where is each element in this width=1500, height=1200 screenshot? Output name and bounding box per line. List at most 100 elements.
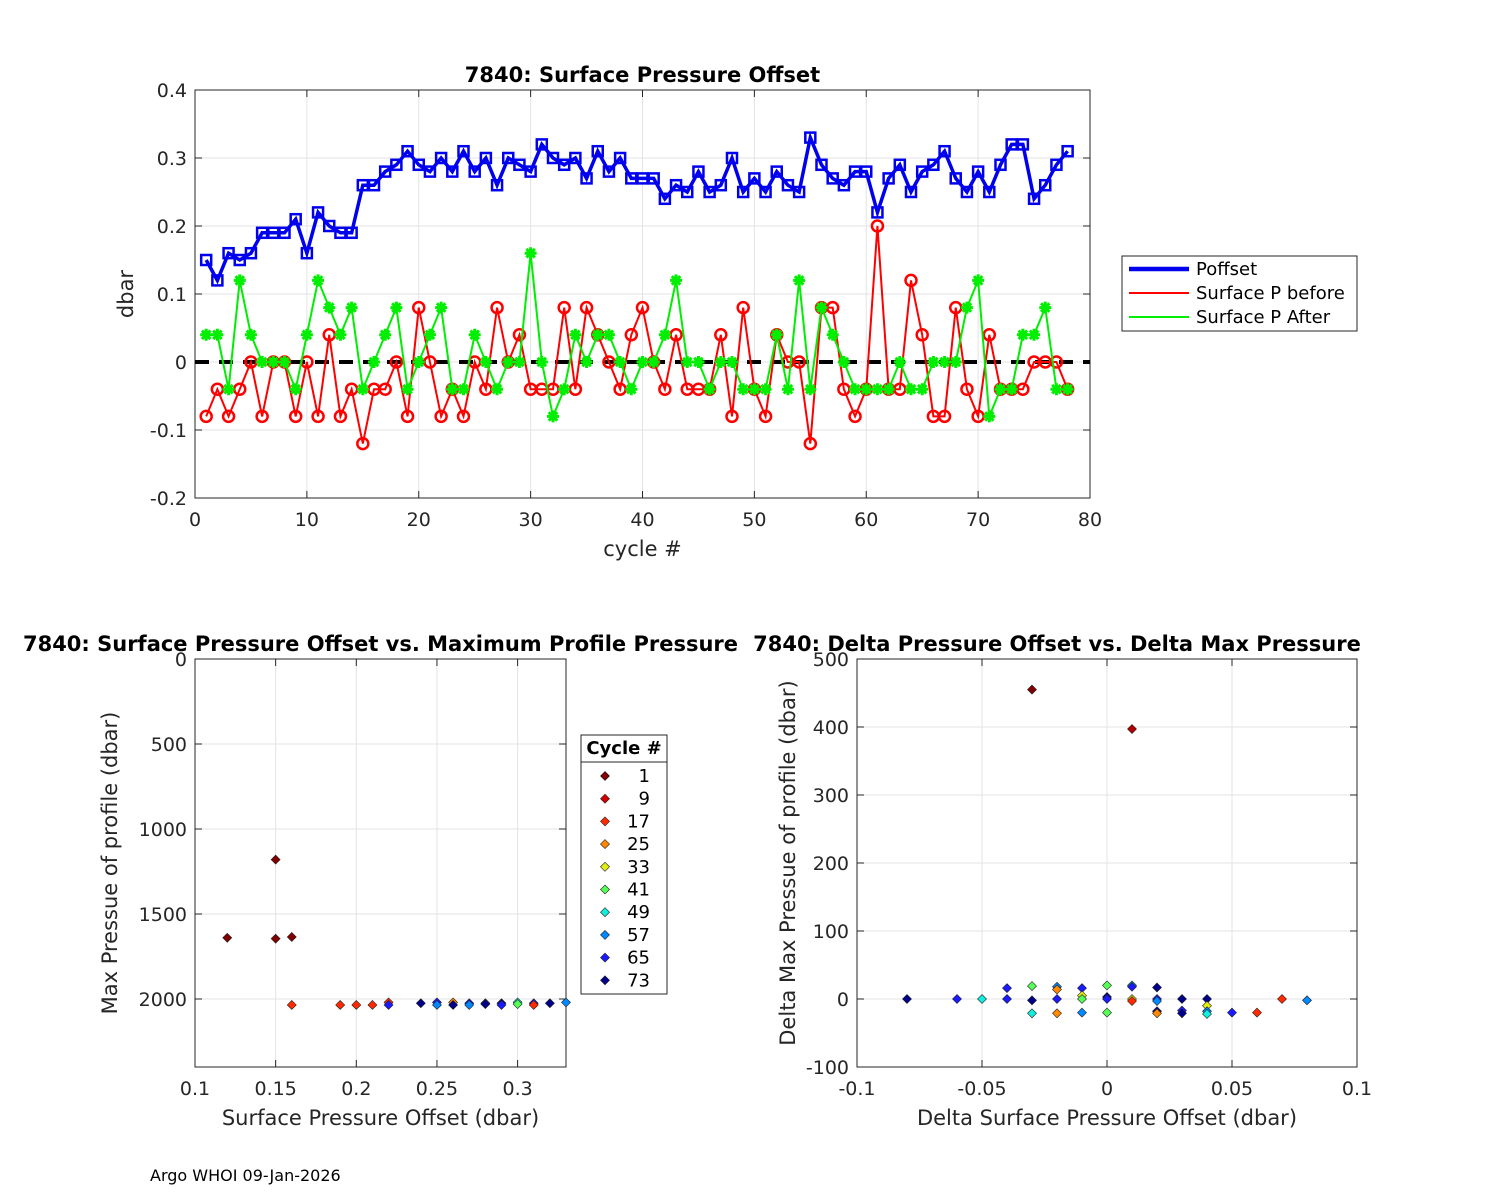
chart1-point-after — [770, 328, 783, 341]
chart1-xtick-label: 30 — [519, 509, 543, 531]
chart2-data-point — [222, 932, 233, 943]
chart1-point-before — [311, 409, 325, 424]
chart2-legend-marker — [600, 861, 610, 872]
chart1-point-poffset — [423, 165, 437, 178]
chart3-data-point — [1027, 995, 1037, 1006]
chart2-data-point — [448, 1000, 459, 1010]
chart3-xtick-label: 0.1 — [1342, 1078, 1372, 1100]
chart1-point-before — [725, 409, 739, 424]
chart1-point-after — [837, 356, 850, 368]
chart2-legend-label: 73 — [627, 970, 650, 991]
chart3-xtick-label: 0.05 — [1211, 1078, 1253, 1100]
chart1-xtick-label: 80 — [1078, 509, 1102, 531]
chart1-point-after — [893, 356, 906, 368]
chart1-point-after — [412, 356, 425, 368]
chart1-point-after — [815, 301, 828, 314]
chart2-legend-marker — [600, 907, 610, 918]
chart1-point-poffset — [1039, 178, 1052, 192]
chart3-ytick-label: 500 — [813, 649, 849, 671]
chart2-xtick-label: 0.1 — [180, 1078, 210, 1100]
chart1-ytick-label: 0.1 — [157, 284, 187, 306]
chart3-title: 7840: Delta Pressure Offset vs. Delta Ma… — [753, 632, 1361, 656]
chart1-point-after — [726, 356, 738, 368]
chart2-ytick-label: 1500 — [139, 904, 187, 926]
chart2-data-point — [270, 933, 281, 944]
chart1-xtick-label: 60 — [854, 509, 878, 531]
chart1-point-after — [569, 328, 582, 341]
chart1-point-poffset — [390, 158, 403, 172]
chart1-point-after — [647, 356, 660, 368]
chart3-data-point — [1152, 982, 1162, 993]
chart1-point-after — [1061, 383, 1074, 396]
chart2-legend-label: 65 — [627, 948, 650, 969]
chart1-point-before — [904, 273, 918, 288]
chart1-point-after — [882, 383, 895, 396]
chart1-point-after — [905, 383, 917, 396]
chart1-legend-label: Surface P After — [1196, 307, 1331, 328]
chart1-point-before — [624, 328, 639, 342]
chart3-data-point — [1227, 1007, 1237, 1018]
chart1-point-poffset — [557, 158, 571, 172]
chart3-data-point — [977, 994, 987, 1004]
chart1-point-after — [468, 328, 481, 341]
chart2-data-point — [270, 854, 281, 865]
chart1-point-poffset — [222, 246, 235, 260]
chart2-data-point — [480, 999, 491, 1010]
chart1-point-before — [960, 382, 974, 396]
chart3-data-point — [1127, 724, 1137, 734]
chart1-point-poffset — [211, 274, 224, 287]
chart3-axes: -0.1 -0.05 0 0.05 0.1 -100 0 100 200 300 400 500784… — [753, 632, 1372, 1130]
chart2-legend-title: Cycle # — [586, 738, 661, 759]
chart1-point-poffset — [323, 219, 336, 233]
chart1-point-after — [759, 383, 772, 396]
chart3-ytick-label: -100 — [806, 1057, 849, 1079]
chart3-data-point — [1102, 980, 1112, 991]
chart3-data-point — [952, 994, 962, 1004]
chart3-xtick-label: 0 — [1101, 1078, 1113, 1100]
chart1-point-before — [199, 409, 213, 424]
chart1-point-after — [580, 356, 593, 368]
chart1-point-poffset — [960, 185, 974, 199]
chart1-point-after — [1028, 328, 1041, 341]
chart1-point-poffset — [546, 151, 560, 165]
chart1-point-poffset — [770, 165, 783, 178]
chart1-point-before — [1049, 355, 1064, 369]
chart2-xtick-label: 0.2 — [341, 1078, 371, 1100]
chart1-point-after — [312, 274, 325, 287]
chart1-point-after — [860, 383, 873, 396]
chart1-point-before — [221, 409, 236, 424]
chart3-data-point — [1302, 995, 1312, 1006]
chart1-point-after — [479, 356, 492, 368]
chart3-data-point — [1202, 1009, 1212, 1019]
chart1-point-after — [602, 328, 615, 341]
chart3-data-point — [902, 994, 912, 1004]
chart1-point-poffset — [893, 158, 907, 172]
chart1-point-poffset — [781, 178, 795, 192]
chart1-point-poffset — [692, 165, 705, 178]
chart1-point-after — [368, 356, 380, 368]
chart2-ylabel: Max Pressue of profile (dbar) — [98, 712, 122, 1015]
chart1-point-poffset — [658, 192, 672, 206]
chart1-point-poffset — [446, 165, 459, 178]
chart1-point-poffset — [647, 172, 660, 185]
chart1-point-after — [244, 328, 257, 341]
chart2-legend-marker — [600, 975, 610, 986]
chart1-point-poffset — [479, 151, 493, 165]
chart1-point-after — [849, 383, 862, 396]
chart1-point-before — [937, 409, 952, 424]
chart2-legend-marker — [600, 839, 610, 850]
chart3-data-point — [1052, 984, 1062, 995]
chart1-point-poffset — [378, 165, 392, 178]
chart1-ylabel: dbar — [114, 270, 138, 319]
chart3-xtick-label: -0.1 — [838, 1078, 875, 1100]
chart1-point-poffset — [669, 178, 683, 192]
chart1-point-poffset — [502, 151, 515, 165]
footer-text: Argo WHOI 09-Jan-2026 — [150, 1166, 341, 1185]
chart1-point-after — [535, 356, 548, 368]
chart1-xtick-label: 0 — [189, 509, 201, 531]
chart2-legend-label: 1 — [639, 766, 650, 787]
chart1-point-poffset — [703, 185, 716, 199]
chart1-point-before — [758, 409, 773, 424]
chart1-point-poffset — [681, 185, 694, 199]
